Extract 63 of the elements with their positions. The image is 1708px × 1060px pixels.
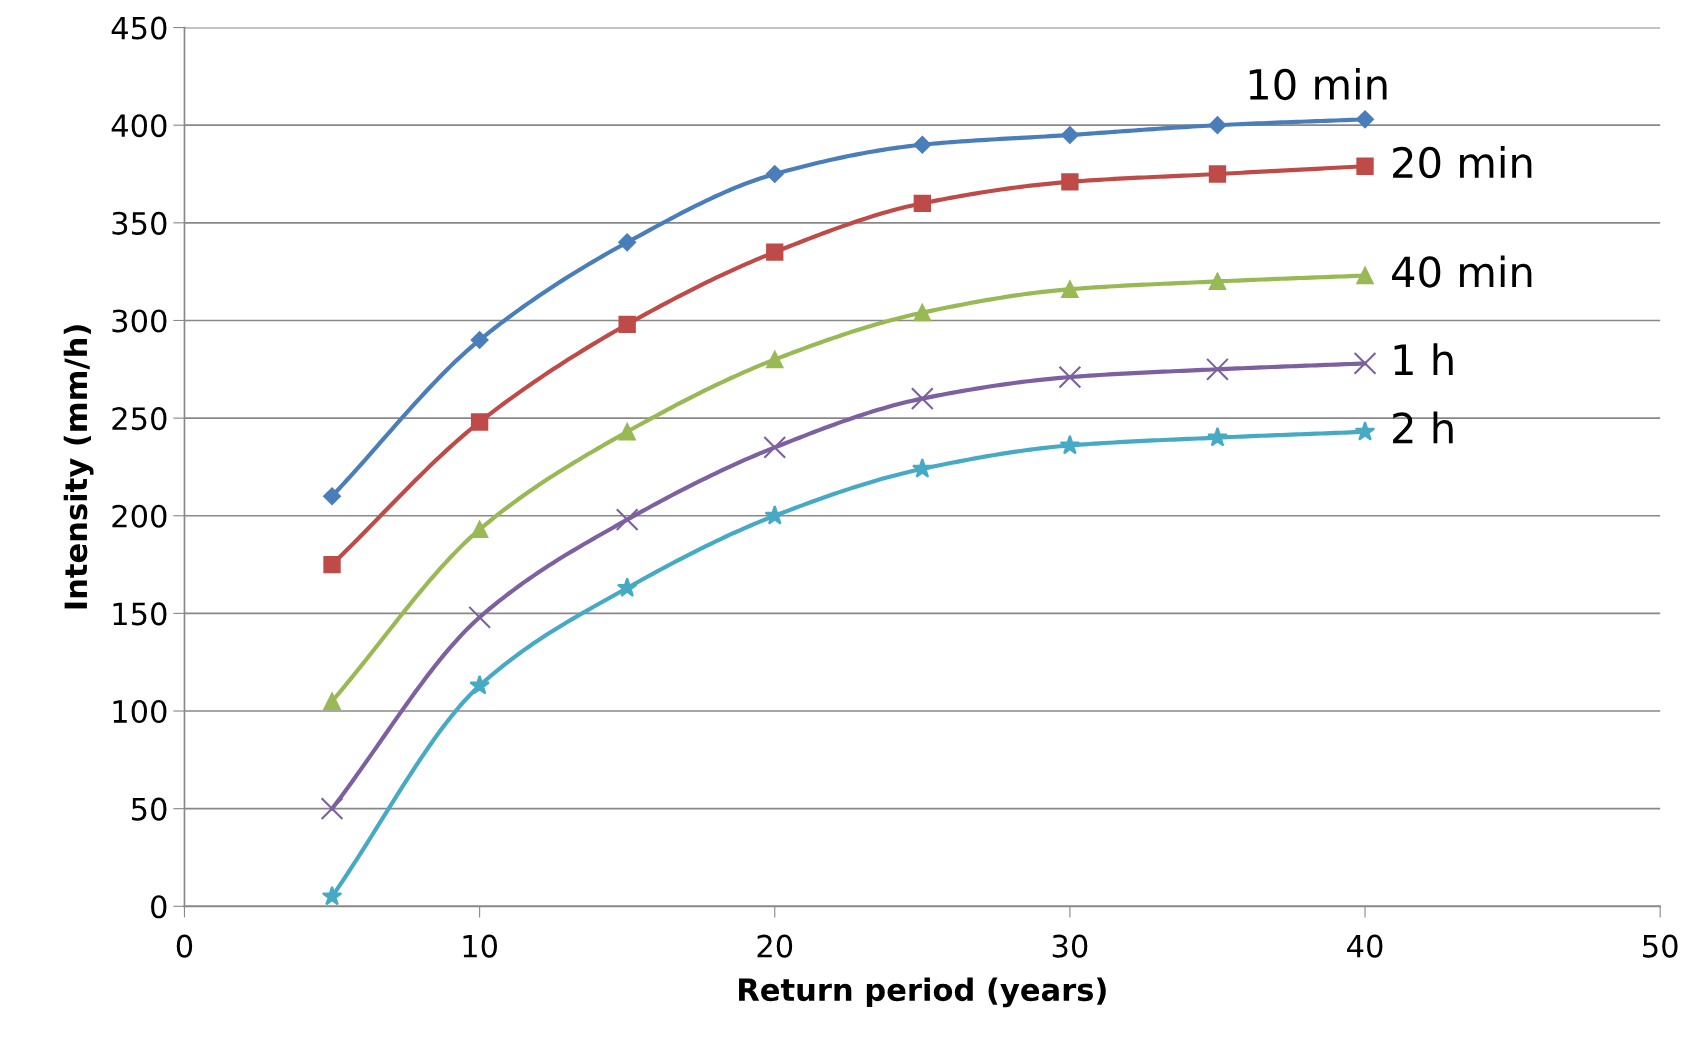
- point: [1356, 266, 1374, 285]
- y-axis-title: Intensity (mm/h): [63, 325, 94, 609]
- point: [1356, 157, 1374, 175]
- point: [470, 331, 489, 349]
- y-tick-label: 150: [113, 602, 167, 626]
- point: [618, 315, 636, 334]
- y-tick-label: 250: [112, 407, 167, 431]
- x-tick-label: 50: [1643, 934, 1678, 958]
- point: [765, 165, 784, 183]
- y-tick-label: 100: [113, 699, 167, 724]
- point: [618, 423, 636, 441]
- x-tick-label: 10: [463, 934, 498, 958]
- y-tick-label: 450: [111, 16, 167, 40]
- x-axis-title: Return period (years): [739, 977, 1106, 1008]
- point: [323, 692, 341, 710]
- point: [1059, 434, 1081, 455]
- point: [913, 303, 931, 322]
- point: [1060, 126, 1079, 144]
- point: [323, 487, 341, 506]
- y-tick-label: 400: [111, 114, 167, 138]
- x-tick-label: 40: [1347, 934, 1383, 958]
- point: [1208, 165, 1227, 183]
- point: [912, 458, 933, 478]
- x-tick-label: 20: [757, 934, 793, 958]
- point: [764, 504, 786, 525]
- point: [1354, 421, 1376, 441]
- point: [615, 508, 639, 532]
- point: [1207, 426, 1228, 447]
- point: [616, 577, 638, 597]
- point: [618, 233, 637, 252]
- point: [1208, 272, 1227, 291]
- point: [763, 435, 787, 459]
- y-tick-label: 300: [112, 309, 167, 333]
- point: [470, 413, 489, 431]
- point: [1353, 351, 1377, 375]
- point: [1061, 173, 1079, 191]
- y-tick-label: 350: [112, 211, 167, 235]
- point: [1208, 116, 1227, 135]
- point: [323, 555, 341, 574]
- point: [1058, 365, 1082, 389]
- series-label: 10 min: [1249, 67, 1387, 101]
- point: [1356, 110, 1374, 129]
- series-label: 1 h: [1394, 343, 1453, 375]
- series-label: 40 min: [1392, 255, 1532, 288]
- point: [321, 885, 343, 906]
- point: [1206, 357, 1229, 381]
- point: [470, 520, 489, 539]
- point: [468, 605, 492, 629]
- point: [320, 797, 344, 821]
- point: [469, 674, 490, 695]
- point: [766, 243, 784, 261]
- x-tick-label: 0: [176, 934, 193, 958]
- series-label: 20 min: [1393, 146, 1532, 179]
- point: [913, 194, 931, 212]
- series-label: 2 h: [1393, 411, 1453, 444]
- y-tick-label: 200: [112, 504, 167, 528]
- point: [766, 350, 784, 369]
- point: [913, 135, 932, 154]
- y-tick-label: 50: [131, 797, 167, 821]
- x-tick-label: 30: [1052, 934, 1088, 958]
- point: [1061, 280, 1079, 298]
- y-tick-label: 0: [151, 895, 167, 919]
- point: [910, 387, 934, 411]
